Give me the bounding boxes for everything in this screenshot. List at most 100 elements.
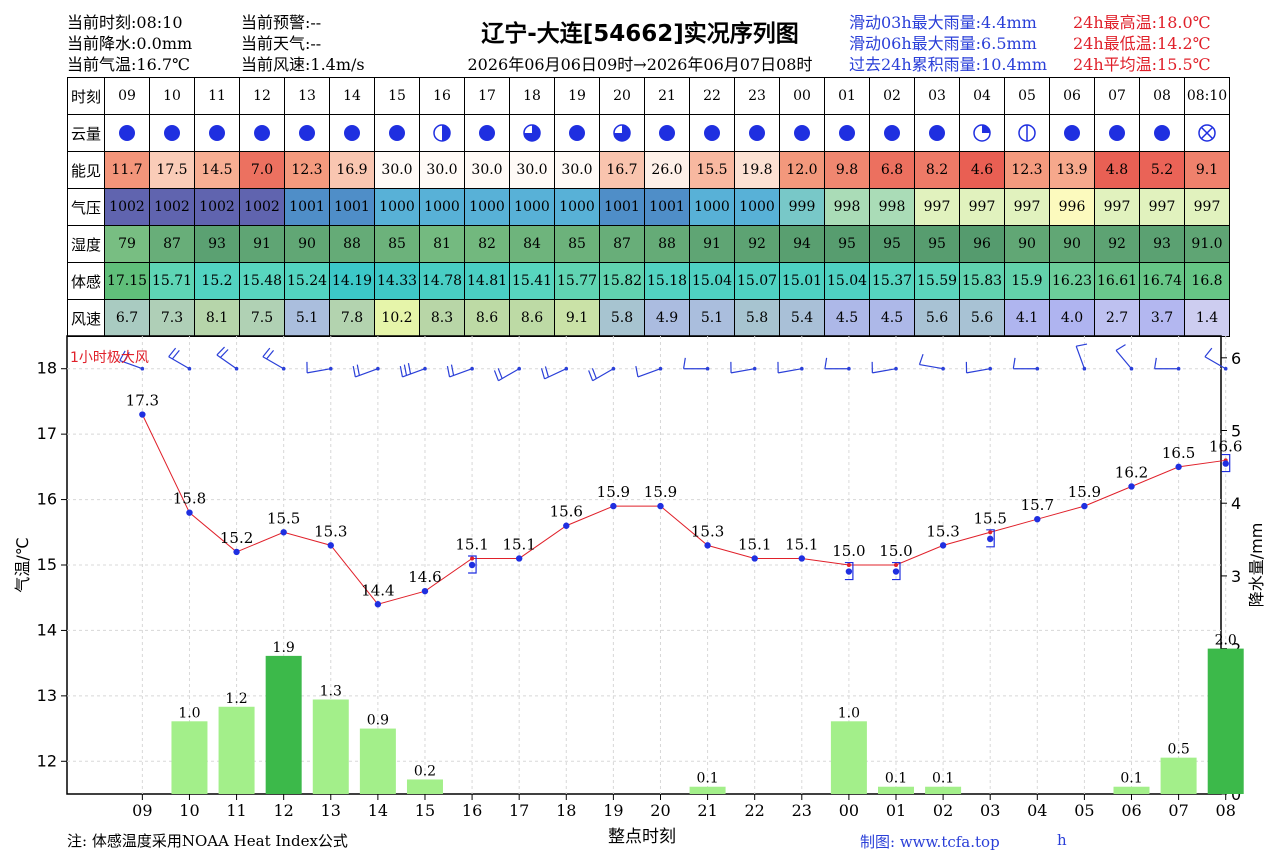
humidity-cell: 92 xyxy=(1094,225,1140,263)
temperature-point xyxy=(1129,484,1134,489)
x-tick-label: 13 xyxy=(321,801,341,820)
feels-cell: 14.19 xyxy=(329,262,375,300)
wind-barb xyxy=(498,368,520,382)
cloud-obscured-icon xyxy=(1184,114,1230,152)
rain-24h-total: 过去24h累积雨量:10.4mm xyxy=(849,55,1048,74)
visibility-cell: 4.6 xyxy=(959,151,1005,189)
pressure-cell: 1002 xyxy=(149,188,195,226)
visibility-cell: 14.5 xyxy=(194,151,240,189)
wind-barb xyxy=(1115,349,1132,370)
y2-tick-label: 4 xyxy=(1231,494,1241,513)
wind-cell: 4.1 xyxy=(1004,299,1050,337)
feels-row: 体感 17.15 15.71 15.2 15.48 15.24 14.19 14.33 14.7… xyxy=(67,262,1230,300)
time-cell: 13 xyxy=(284,77,330,115)
wind-cell: 4.0 xyxy=(1049,299,1095,337)
x-tick-label: 04 xyxy=(1027,801,1047,820)
pressure-cell: 1000 xyxy=(689,188,735,226)
wind-barb xyxy=(1075,345,1085,369)
wind-cell: 7.3 xyxy=(149,299,195,337)
wind-barb-origin xyxy=(658,366,663,371)
humidity-cell: 85 xyxy=(554,225,600,263)
humidity-cell: 90 xyxy=(1049,225,1095,263)
wind-barb-flag xyxy=(266,349,275,360)
feels-cell: 16.23 xyxy=(1049,262,1095,300)
wind-barb xyxy=(216,354,237,370)
current-weather: 当前天气:-- xyxy=(241,34,322,53)
x-tick-label: 14 xyxy=(368,801,388,820)
temperature-label: 16.5 xyxy=(1162,444,1195,462)
row-label: 气压 xyxy=(67,188,105,226)
wind-barb-origin xyxy=(140,366,145,371)
wind-cell: 8.6 xyxy=(509,299,555,337)
visibility-cell: 30.0 xyxy=(509,151,555,189)
visibility-cell: 7.0 xyxy=(239,151,285,189)
wind-barb-flag xyxy=(352,366,356,378)
rain-bar-label: 1.2 xyxy=(225,691,247,707)
wind-row: 风速 6.7 7.3 8.1 7.5 5.1 7.8 10.2 8.3 8.6 8.6 9.1 5.8 4… xyxy=(67,299,1230,337)
marker-point xyxy=(233,548,240,556)
temperature-label: 15.5 xyxy=(267,509,300,527)
wind-cell: 9.1 xyxy=(554,299,600,337)
humidity-cell: 95 xyxy=(914,225,960,263)
wind-barb-origin xyxy=(517,366,521,371)
temperature-label: 15.0 xyxy=(832,542,865,560)
cloud-full-icon xyxy=(1139,114,1185,152)
wind-barb-flag xyxy=(588,370,594,381)
visibility-cell: 26.0 xyxy=(644,151,690,189)
pressure-row: 气压 1002 1002 1002 1002 1001 1001 1000 1000 1000 10… xyxy=(67,188,1230,226)
time-cell: 03 xyxy=(914,77,960,115)
rain-bar-label: 0.1 xyxy=(696,771,718,787)
wind-cell: 8.1 xyxy=(194,299,240,337)
time-cell: 08:10 xyxy=(1184,77,1230,115)
wind-barb-origin xyxy=(187,366,192,371)
cloud-full-icon xyxy=(554,114,600,152)
wind-barb-origin xyxy=(281,366,286,371)
feels-cell: 16.8 xyxy=(1184,262,1230,300)
visibility-cell: 16.7 xyxy=(599,151,645,189)
y-tick-label: 15 xyxy=(37,555,57,574)
current-warning: 当前预警:-- xyxy=(241,13,322,32)
wind-cell: 6.7 xyxy=(104,299,150,337)
pressure-cell: 996 xyxy=(1049,188,1095,226)
feels-cell: 15.41 xyxy=(509,262,555,300)
cloud-threequarter-icon xyxy=(509,114,555,152)
humidity-cell: 88 xyxy=(329,225,375,263)
cloud-quarter-icon xyxy=(959,114,1005,152)
x-tick-label: 21 xyxy=(697,801,717,820)
visibility-cell: 30.0 xyxy=(554,151,600,189)
cloud-full-icon xyxy=(689,114,735,152)
x-tick-label: 18 xyxy=(556,801,576,820)
humidity-row: 湿度 79 87 93 91 90 88 85 81 82 84 85 87 88 91 92 94 95 95 95… xyxy=(67,225,1230,263)
wind-cell: 10.2 xyxy=(374,299,420,337)
humidity-cell: 84 xyxy=(509,225,555,263)
x-tick-label: 17 xyxy=(509,801,529,820)
row-label: 能见 xyxy=(67,151,105,189)
temperature-point xyxy=(1035,517,1040,522)
wind-barb-flag xyxy=(216,346,225,356)
rain-3h-max: 滑动03h最大雨量:4.4mm xyxy=(849,13,1037,32)
visibility-cell: 12.3 xyxy=(284,151,330,189)
cloud-full-icon xyxy=(644,114,690,152)
pressure-cell: 1002 xyxy=(104,188,150,226)
cloud-full-icon xyxy=(779,114,825,152)
wind-barb xyxy=(119,359,143,370)
x-tick-label: 22 xyxy=(745,801,765,820)
temperature-point xyxy=(705,543,710,548)
temperature-label: 15.3 xyxy=(926,522,959,540)
feels-cell: 14.78 xyxy=(419,262,465,300)
wind-cell: 4.5 xyxy=(869,299,915,337)
y2-tick-label: 3 xyxy=(1231,567,1241,586)
wind-barb-flag xyxy=(220,349,229,358)
humidity-cell: 87 xyxy=(599,225,645,263)
time-cell: 05 xyxy=(1004,77,1050,115)
feels-cell: 15.2 xyxy=(194,262,240,300)
time-cell: 19 xyxy=(554,77,600,115)
pressure-cell: 997 xyxy=(959,188,1005,226)
visibility-row: 能见 11.7 17.5 14.5 7.0 12.3 16.9 30.0 30.0 30.0 30.… xyxy=(67,151,1230,189)
feels-cell: 15.24 xyxy=(284,262,330,300)
visibility-cell: 8.2 xyxy=(914,151,960,189)
feels-cell: 15.04 xyxy=(824,262,870,300)
marker-point xyxy=(845,568,853,575)
current-time: 当前时刻:08:10 xyxy=(67,13,183,32)
x-tick-label: 12 xyxy=(273,801,293,820)
